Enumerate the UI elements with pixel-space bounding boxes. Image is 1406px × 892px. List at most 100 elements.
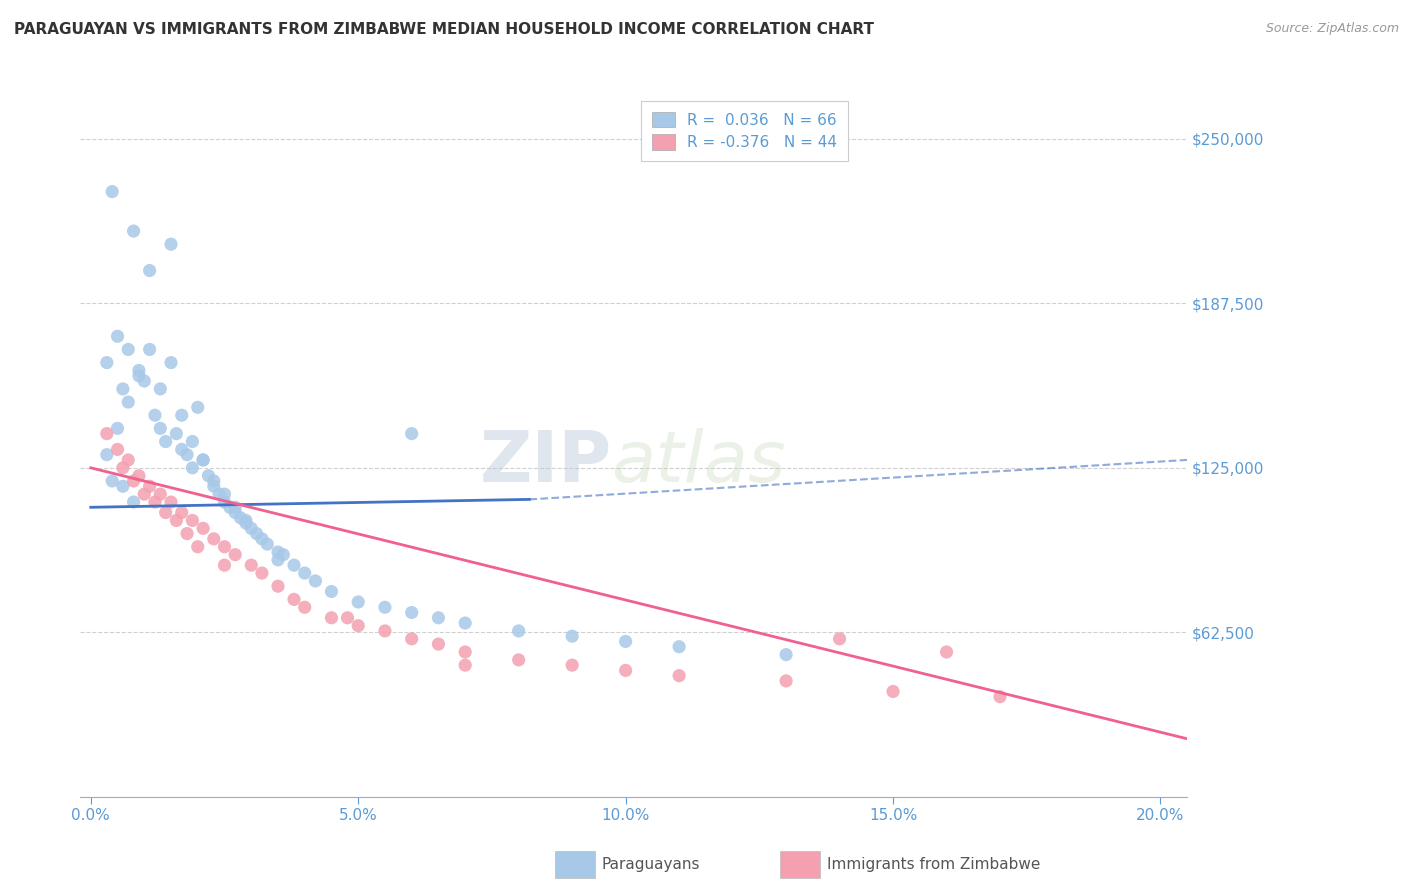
Point: [882, 684, 904, 698]
Point: [181, 513, 204, 527]
Point: [614, 634, 637, 648]
Point: [224, 506, 246, 520]
Point: [176, 526, 198, 541]
Point: [134, 487, 156, 501]
Point: [155, 434, 177, 449]
Point: [165, 426, 187, 441]
Point: [170, 408, 193, 422]
Point: [935, 645, 957, 659]
Point: [197, 468, 219, 483]
Point: [250, 566, 273, 580]
Point: [96, 426, 118, 441]
Point: [181, 460, 204, 475]
Point: [191, 453, 214, 467]
Point: [191, 521, 214, 535]
Point: [374, 624, 396, 638]
Point: [122, 474, 145, 488]
Point: [214, 495, 236, 509]
Point: [101, 185, 124, 199]
Point: [181, 434, 204, 449]
Point: [561, 658, 583, 673]
Point: [235, 516, 257, 530]
Point: [224, 500, 246, 515]
Point: [321, 584, 343, 599]
Point: [160, 355, 183, 369]
Point: [235, 513, 257, 527]
Text: Paraguayans: Paraguayans: [602, 857, 700, 871]
Point: [224, 548, 246, 562]
Point: [107, 442, 129, 457]
Point: [988, 690, 1011, 704]
Point: [111, 382, 134, 396]
Point: [149, 382, 172, 396]
Point: [122, 224, 145, 238]
Point: [218, 500, 240, 515]
Point: [160, 495, 183, 509]
Point: [111, 460, 134, 475]
Point: [155, 506, 177, 520]
Point: [111, 479, 134, 493]
Point: [273, 548, 295, 562]
Point: [122, 495, 145, 509]
Point: [508, 653, 530, 667]
Point: [454, 658, 477, 673]
Point: [170, 506, 193, 520]
Point: [202, 479, 225, 493]
Point: [143, 408, 166, 422]
Point: [304, 574, 326, 588]
Point: [149, 421, 172, 435]
Point: [828, 632, 851, 646]
Point: [117, 453, 139, 467]
Point: [401, 632, 423, 646]
Point: [267, 579, 290, 593]
Point: [614, 664, 637, 678]
Point: [128, 363, 150, 377]
Point: [202, 474, 225, 488]
Point: [374, 600, 396, 615]
Point: [294, 600, 316, 615]
Point: [134, 374, 156, 388]
Point: [283, 592, 305, 607]
Text: Source: ZipAtlas.com: Source: ZipAtlas.com: [1265, 22, 1399, 36]
Text: Immigrants from Zimbabwe: Immigrants from Zimbabwe: [827, 857, 1040, 871]
Legend: R =  0.036   N = 66, R = -0.376   N = 44: R = 0.036 N = 66, R = -0.376 N = 44: [641, 101, 848, 161]
Point: [229, 511, 252, 525]
Point: [149, 487, 172, 501]
Text: atlas: atlas: [612, 428, 786, 498]
Point: [138, 263, 160, 277]
Point: [250, 532, 273, 546]
Point: [775, 648, 797, 662]
Point: [454, 645, 477, 659]
Point: [427, 637, 450, 651]
Point: [294, 566, 316, 580]
Point: [283, 558, 305, 573]
Point: [240, 558, 263, 573]
Point: [214, 487, 236, 501]
Point: [267, 553, 290, 567]
Point: [187, 401, 209, 415]
Point: [138, 343, 160, 357]
Point: [176, 448, 198, 462]
Point: [208, 487, 231, 501]
Point: [321, 611, 343, 625]
Point: [401, 606, 423, 620]
Point: [165, 513, 187, 527]
Point: [170, 442, 193, 457]
Point: [128, 468, 150, 483]
Point: [96, 355, 118, 369]
Point: [214, 558, 236, 573]
Point: [160, 237, 183, 252]
Point: [214, 540, 236, 554]
Point: [128, 368, 150, 383]
Point: [117, 343, 139, 357]
Point: [245, 526, 267, 541]
Point: [107, 421, 129, 435]
Point: [267, 545, 290, 559]
Point: [508, 624, 530, 638]
Point: [202, 532, 225, 546]
Point: [775, 673, 797, 688]
Point: [347, 618, 370, 632]
Point: [191, 453, 214, 467]
Point: [96, 448, 118, 462]
Text: ZIP: ZIP: [479, 428, 612, 498]
